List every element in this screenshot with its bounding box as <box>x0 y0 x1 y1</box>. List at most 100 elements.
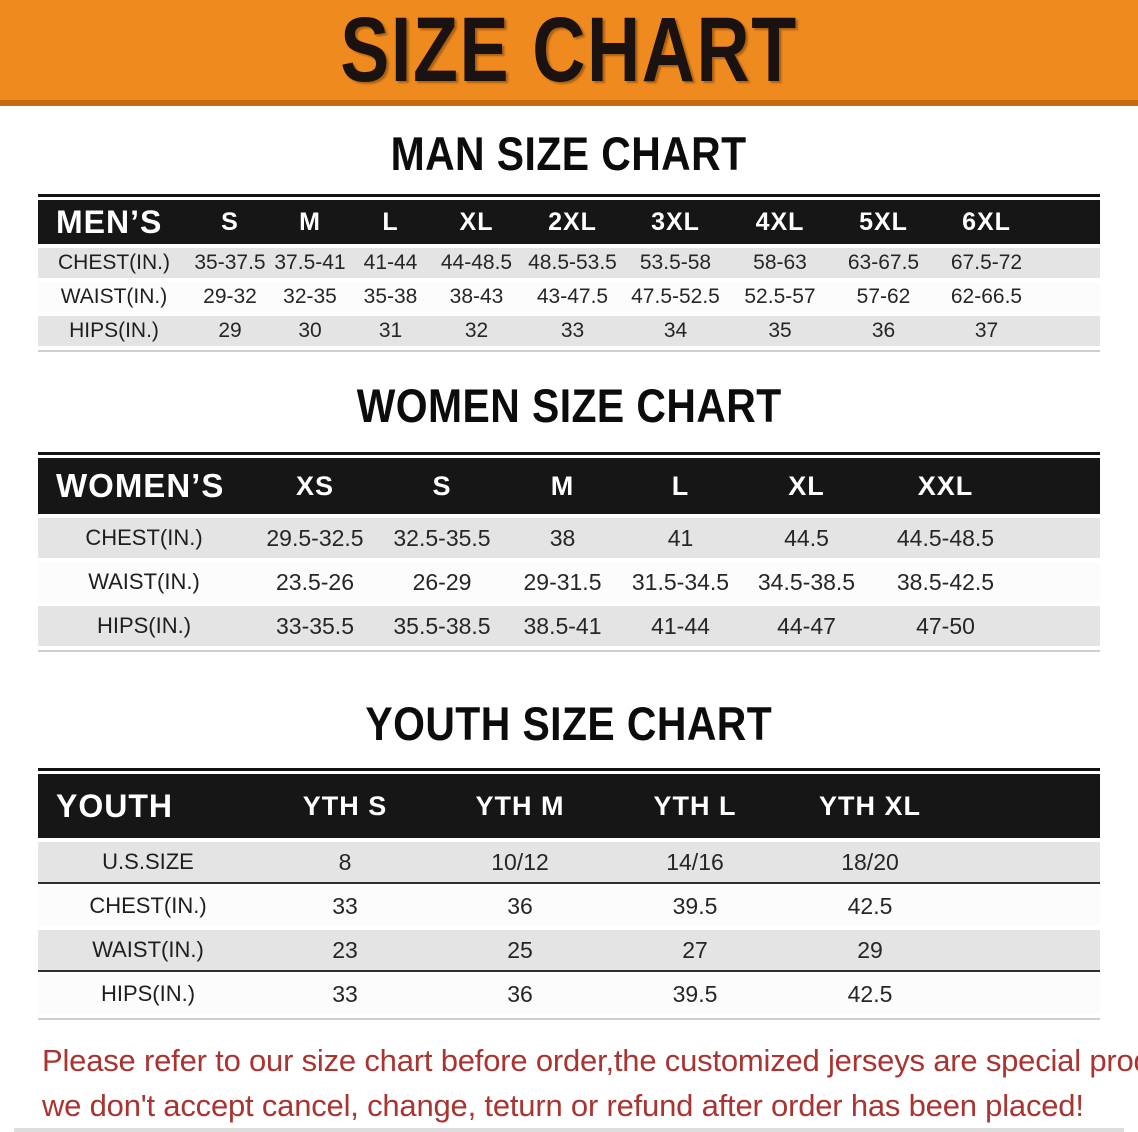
cell-value: 34.5-38.5 <box>757 568 856 595</box>
section-heading-text: WOMEN SIZE CHART <box>356 379 782 432</box>
cell-value: 35-37.5 <box>194 251 266 274</box>
row-label: CHEST(IN.) <box>85 525 203 550</box>
section-heading-text: MAN SIZE CHART <box>391 127 747 180</box>
cell-value: 36 <box>871 319 896 342</box>
cell-value: 35.5-38.5 <box>393 612 491 639</box>
row-filler-cell <box>1038 316 1100 346</box>
table-row-chestin: CHEST(IN.) 29.5-32.5 32.5-35.5 38 41 44.5 44.5… <box>38 518 1100 558</box>
header-filler-cell <box>1038 200 1100 244</box>
row-filler-cell <box>958 886 1100 926</box>
table-row-chestin: CHEST(IN.) 33 36 39.5 42.5 <box>38 886 1100 926</box>
cell-value: 36 <box>507 892 533 919</box>
section-women: WOMEN SIZE CHART WOMEN’S XS S M L XL XXL CHEST(I… <box>0 382 1138 652</box>
cell-value: 62-66.5 <box>950 285 1023 308</box>
banner: SIZE CHART <box>0 0 1138 106</box>
section-youth: YOUTH SIZE CHART YOUTH YTH S YTH M YTH L YTH … <box>0 700 1138 1020</box>
table-row-hipsin: HIPS(IN.) 29 30 31 32 33 34 35 36 37 <box>38 316 1100 346</box>
cell-value: 32 <box>464 319 489 342</box>
cell-value: 27 <box>682 936 708 963</box>
cell-value: 35 <box>768 319 792 342</box>
cell-value: 38.5-42.5 <box>896 568 995 595</box>
cell-value: 23.5-26 <box>275 568 354 595</box>
section-men: MAN SIZE CHART MEN’S S M L XL 2XL 3XL 4XL 5XL 6XL C… <box>0 130 1138 352</box>
cell-value: 29-31.5 <box>523 568 602 595</box>
cell-value: 18/20 <box>841 848 899 875</box>
row-label: HIPS(IN.) <box>100 981 196 1006</box>
cell-value: 33-35.5 <box>275 612 354 639</box>
cell-value: 44-48.5 <box>440 251 513 274</box>
cell-value: 38.5-41 <box>523 612 602 639</box>
column-header-3xl: 3XL <box>651 207 700 236</box>
cell-value: 35-38 <box>363 285 418 308</box>
column-header-s: S <box>221 207 239 236</box>
column-header-5xl: 5XL <box>859 207 908 236</box>
column-header-l: L <box>671 470 690 501</box>
table-bottom-border <box>38 350 1100 352</box>
disclaimer-line-2: we don't accept cancel, change, teturn o… <box>42 1088 1084 1123</box>
disclaimer-line-1: Please refer to our size chart before or… <box>42 1043 1138 1078</box>
cell-value: 26-29 <box>412 568 472 595</box>
cell-value: 29-32 <box>203 285 257 308</box>
cell-value: 47.5-52.5 <box>631 285 720 308</box>
cell-value: 36 <box>507 980 533 1007</box>
cell-value: 43-47.5 <box>536 285 609 308</box>
table-top-border <box>38 768 1100 771</box>
table-row-hipsin: HIPS(IN.) 33 36 39.5 42.5 <box>38 974 1100 1014</box>
row-filler-cell <box>958 842 1100 882</box>
youth-size-table: YOUTH YTH S YTH M YTH L YTH XL U.S.SIZE 8 10/12… <box>38 768 1100 1020</box>
size-chart-sections: MAN SIZE CHART MEN’S S M L XL 2XL 3XL 4XL 5XL 6XL C… <box>0 130 1138 1020</box>
cell-value: 44.5-48.5 <box>896 524 995 551</box>
row-filler-cell <box>958 974 1100 1014</box>
row-label: CHEST(IN.) <box>89 893 207 918</box>
cell-value: 32-35 <box>283 285 337 308</box>
cell-value: 42.5 <box>847 980 893 1007</box>
cell-value: 53.5-58 <box>639 251 712 274</box>
cell-value: 25 <box>507 936 533 963</box>
cell-value: 31 <box>378 319 403 342</box>
men-section-heading: MAN SIZE CHART <box>0 130 1138 178</box>
row-label: WAIST(IN.) <box>60 285 168 308</box>
header-filler-cell <box>958 774 1100 838</box>
column-header-xl: XL <box>788 470 825 501</box>
cell-value: 57-62 <box>856 285 911 308</box>
column-header-s: S <box>432 470 452 501</box>
cell-value: 33 <box>332 980 358 1007</box>
men-size-table: MEN’S S M L XL 2XL 3XL 4XL 5XL 6XL CHEST(IN.) 35-37… <box>38 194 1100 352</box>
table-row-waistin: WAIST(IN.) 23 25 27 29 <box>38 930 1100 972</box>
section-heading-text: YOUTH SIZE CHART <box>365 697 773 750</box>
cell-value: 48.5-53.5 <box>528 251 617 274</box>
cell-value: 41 <box>667 524 694 551</box>
row-filler-cell <box>1018 606 1100 646</box>
cell-value: 67.5-72 <box>950 251 1023 274</box>
cell-value: 47-50 <box>916 612 975 639</box>
cell-value: 31.5-34.5 <box>631 568 730 595</box>
column-header-2xl: 2XL <box>548 207 597 236</box>
column-header-m: M <box>550 470 575 501</box>
page-bottom-edge <box>14 1128 1124 1132</box>
table-row-waistin: WAIST(IN.) 23.5-26 26-29 29-31.5 31.5-34.5 34… <box>38 562 1100 602</box>
cell-value: 39.5 <box>672 980 718 1007</box>
youth-section-heading: YOUTH SIZE CHART <box>0 700 1138 748</box>
row-filler-cell <box>1038 248 1100 278</box>
cell-value: 44-47 <box>777 612 836 639</box>
women-section-heading: WOMEN SIZE CHART <box>0 382 1138 430</box>
column-header-xxl: XXL <box>917 470 974 501</box>
column-header-xl: XL <box>459 207 494 236</box>
column-header-xs: XS <box>295 470 335 501</box>
column-header-m: M <box>299 207 321 236</box>
row-filler-cell <box>1038 282 1100 312</box>
column-header-yth-s: YTH S <box>302 790 388 821</box>
header-filler-cell <box>1018 458 1100 514</box>
column-header-4xl: 4XL <box>755 207 805 236</box>
cell-value: 37.5-41 <box>274 251 346 274</box>
cell-value: 29.5-32.5 <box>266 524 364 551</box>
table-top-border <box>38 452 1100 455</box>
row-label: CHEST(IN.) <box>58 251 170 274</box>
row-label: HIPS(IN.) <box>96 613 192 638</box>
cell-value: 29 <box>857 936 883 963</box>
row-label: WAIST(IN.) <box>88 569 200 594</box>
cell-value: 38 <box>549 524 576 551</box>
cell-value: 41-44 <box>363 251 418 274</box>
women-size-table: WOMEN’S XS S M L XL XXL CHEST(IN.) 29.5-32.5 32.5… <box>38 452 1100 652</box>
cell-value: 38-43 <box>449 285 504 308</box>
